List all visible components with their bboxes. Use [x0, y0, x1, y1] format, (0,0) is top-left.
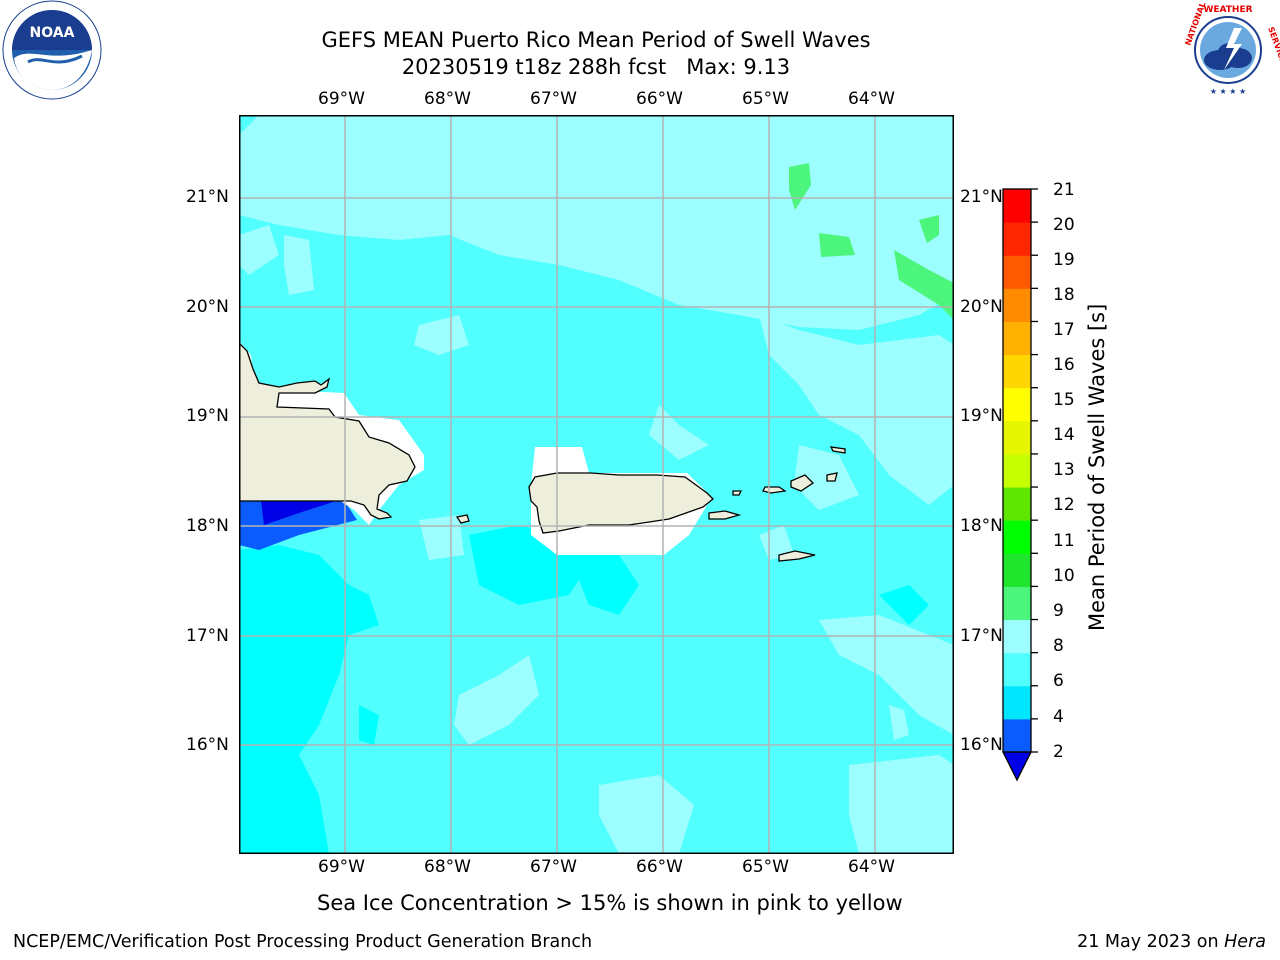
- hispaniola: [239, 342, 416, 520]
- lon-tick-top-64w: 64°W: [848, 89, 895, 109]
- footer-host: Hera: [1224, 932, 1266, 952]
- colorbar-tick-10: 10: [1053, 566, 1075, 586]
- colorbar-segment-11: [1003, 520, 1031, 554]
- virgin-gorda: [826, 472, 838, 482]
- sea-ice-note: Sea Ice Concentration > 15% is shown in …: [317, 891, 903, 915]
- svg-text:★ ★ ★ ★: ★ ★ ★ ★: [1210, 87, 1246, 96]
- lat-tick-right-19n: 19°N: [960, 406, 1003, 426]
- lat-tick-right-20n: 20°N: [960, 297, 1003, 317]
- landmasses: [239, 342, 846, 562]
- noaa-logo-text: NOAA: [30, 25, 75, 41]
- mona-island: [455, 514, 470, 524]
- colorbar-tick-6: 6: [1053, 671, 1064, 691]
- colorbar-segment-18: [1003, 288, 1031, 322]
- colorbar: [1001, 188, 1038, 782]
- colorbar-extend-arrow: [1001, 751, 1033, 782]
- culebra: [732, 490, 743, 496]
- st-croix: [778, 550, 816, 562]
- lon-tick-bottom-65w: 65°W: [742, 857, 789, 877]
- lat-tick-left-16n: 16°N: [186, 735, 229, 755]
- lon-tick-top-69w: 69°W: [318, 89, 365, 109]
- colorbar-segment-8: [1003, 619, 1031, 654]
- colorbar-tick-20: 20: [1053, 215, 1075, 235]
- map-gridlines: [239, 115, 954, 854]
- colorbar-segment-13: [1003, 453, 1031, 488]
- colorbar-segment-9: [1003, 586, 1031, 621]
- lat-tick-left-18n: 18°N: [186, 516, 229, 536]
- lon-tick-top-68w: 68°W: [424, 89, 471, 109]
- colorbar-tick-15: 15: [1053, 390, 1075, 410]
- lat-tick-left-20n: 20°N: [186, 297, 229, 317]
- colorbar-tick-4: 4: [1053, 707, 1064, 727]
- swell-below-2s-contours: [261, 500, 339, 525]
- colorbar-tick-19: 19: [1053, 250, 1075, 270]
- st-john-tortola: [790, 474, 815, 492]
- colorbar-tick-17: 17: [1053, 320, 1075, 340]
- colorbar-segment-21: [1003, 189, 1031, 223]
- lat-tick-right-17n: 17°N: [960, 626, 1003, 646]
- colorbar-frame: [1002, 188, 1032, 753]
- lon-tick-bottom-67w: 67°W: [530, 857, 577, 877]
- colorbar-segment-16: [1003, 354, 1031, 389]
- colorbar-segment-2: [1003, 718, 1031, 753]
- map-title: GEFS MEAN Puerto Rico Mean Period of Swe…: [321, 28, 871, 52]
- colorbar-tick-2: 2: [1053, 742, 1064, 762]
- colorbar-segment-19: [1003, 255, 1031, 289]
- colorbar-tick-8: 8: [1053, 636, 1064, 656]
- lon-tick-top-66w: 66°W: [636, 89, 683, 109]
- noaa-logo: NOAA: [2, 0, 102, 100]
- lat-tick-right-18n: 18°N: [960, 516, 1003, 536]
- colorbar-segment-10: [1003, 553, 1031, 587]
- colorbar-tick-16: 16: [1053, 355, 1075, 375]
- colorbar-segment-4: [1003, 685, 1031, 720]
- footer-date-text: 21 May 2023 on: [1077, 932, 1225, 952]
- svg-text:WEATHER: WEATHER: [1203, 5, 1252, 15]
- colorbar-segment-15: [1003, 387, 1031, 422]
- colorbar-tick-12: 12: [1053, 495, 1075, 515]
- colorbar-segment-12: [1003, 487, 1031, 521]
- lat-tick-right-21n: 21°N: [960, 187, 1003, 207]
- colorbar-tick-11: 11: [1053, 531, 1075, 551]
- colorbar-tick-9: 9: [1053, 601, 1064, 621]
- swell-8-9s-contours: [239, 115, 954, 854]
- lat-tick-left-19n: 19°N: [186, 406, 229, 426]
- colorbar-tick-14: 14: [1053, 425, 1075, 445]
- lon-tick-bottom-69w: 69°W: [318, 857, 365, 877]
- lon-tick-bottom-64w: 64°W: [848, 857, 895, 877]
- lon-tick-bottom-66w: 66°W: [636, 857, 683, 877]
- lon-tick-top-65w: 65°W: [742, 89, 789, 109]
- colorbar-segment-14: [1003, 420, 1031, 455]
- map-subtitle-forecast: 20230519 t18z 288h fcst Max: 9.13: [401, 55, 791, 79]
- nws-logo: WEATHER NATIONAL SERVICE ★ ★ ★ ★: [1181, 1, 1280, 97]
- anegada: [829, 446, 846, 454]
- colorbar-tick-21: 21: [1053, 180, 1075, 200]
- map-frame: [239, 115, 954, 854]
- swell-period-map: [239, 115, 954, 854]
- colorbar-segment-17: [1003, 321, 1031, 356]
- lat-tick-left-21n: 21°N: [186, 187, 229, 207]
- vieques: [708, 510, 742, 520]
- lat-tick-right-16n: 16°N: [960, 735, 1003, 755]
- colorbar-tick-13: 13: [1053, 460, 1075, 480]
- lon-tick-bottom-68w: 68°W: [424, 857, 471, 877]
- footer-branch: NCEP/EMC/Verification Post Processing Pr…: [13, 932, 593, 952]
- lat-tick-left-17n: 17°N: [186, 626, 229, 646]
- colorbar-tick-18: 18: [1053, 285, 1075, 305]
- lon-tick-top-67w: 67°W: [530, 89, 577, 109]
- puerto-rico-main-island: [528, 472, 714, 534]
- colorbar-label: Mean Period of Swell Waves [s]: [1085, 303, 1109, 631]
- colorbar-segment-20: [1003, 222, 1031, 256]
- footer-date: 21 May 2023 on Hera: [1077, 932, 1266, 952]
- colorbar-segment-6: [1003, 652, 1031, 687]
